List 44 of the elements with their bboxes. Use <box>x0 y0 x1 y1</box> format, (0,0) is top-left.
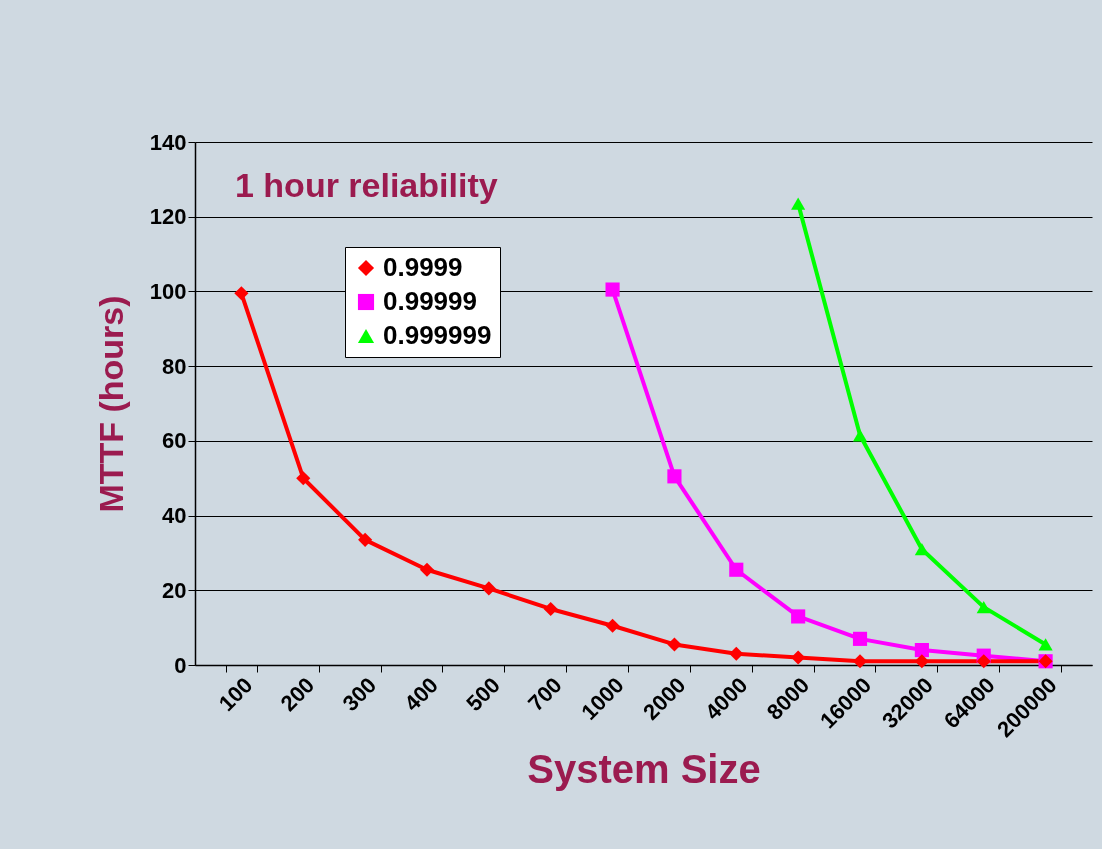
point <box>852 631 868 646</box>
x-axis-title: System Size <box>527 747 761 792</box>
x-tick-label: 500 <box>461 672 505 717</box>
point <box>976 654 991 669</box>
point <box>976 600 991 614</box>
point <box>296 471 311 486</box>
point <box>1038 638 1053 651</box>
point <box>729 562 744 577</box>
y-tick-label: 140 <box>149 129 187 155</box>
point <box>914 543 929 556</box>
point <box>914 642 929 658</box>
x-tick-label: 700 <box>523 672 567 717</box>
point <box>667 469 682 484</box>
point <box>358 532 373 547</box>
legend-label: 0.9999 <box>383 252 463 282</box>
point <box>791 650 806 665</box>
point <box>234 286 249 301</box>
y-tick-label: 120 <box>149 204 187 230</box>
point <box>543 601 558 617</box>
y-tick-label: 0 <box>174 652 187 678</box>
point <box>852 654 868 669</box>
legend-label: 0.99999 <box>383 286 477 316</box>
point <box>791 197 806 210</box>
y-tick-label: 40 <box>162 503 187 529</box>
point <box>791 609 806 624</box>
point <box>419 562 435 577</box>
y-tick-label: 20 <box>162 577 187 603</box>
point <box>605 282 620 297</box>
y-tick-label: 80 <box>162 353 187 379</box>
x-tick-label: 400 <box>399 672 444 717</box>
x-tick-label: 200 <box>275 672 320 717</box>
point <box>852 429 868 442</box>
legend-label: 0.999999 <box>383 320 492 350</box>
point <box>914 654 929 669</box>
x-tick-label: 100 <box>213 672 258 717</box>
y-tick-label: 100 <box>149 278 187 304</box>
point <box>729 646 744 661</box>
point <box>605 618 620 633</box>
annotation: 1 hour reliability <box>235 166 498 204</box>
x-tick-label: 300 <box>337 672 382 717</box>
point <box>667 637 682 652</box>
y-tick-label: 60 <box>162 428 187 454</box>
point <box>481 581 496 596</box>
y-axis-title: MTTF (hours) <box>91 295 130 513</box>
